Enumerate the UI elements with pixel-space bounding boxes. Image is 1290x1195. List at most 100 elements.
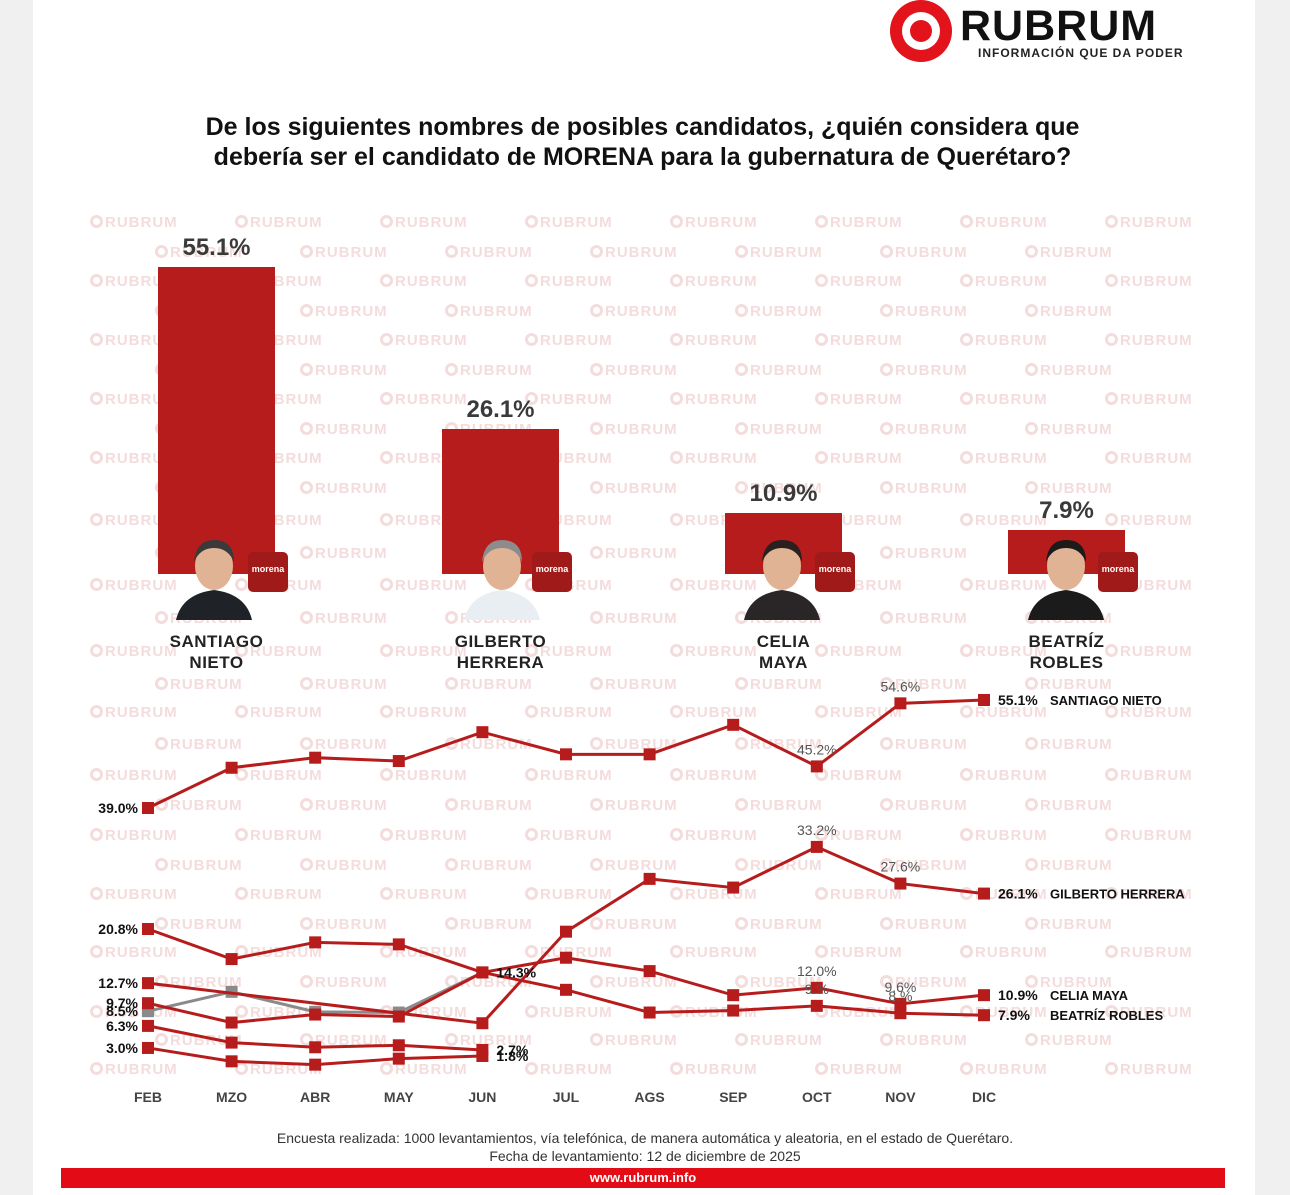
x-tick-label: MZO — [216, 1089, 247, 1105]
data-label: 2.7% — [496, 1042, 528, 1058]
data-label: 45.2% — [797, 741, 837, 757]
bar-value-label: 26.1% — [466, 395, 535, 423]
data-point — [392, 755, 405, 768]
morena-badge-icon: morena — [248, 552, 288, 592]
data-point — [142, 923, 154, 935]
data-point — [727, 718, 740, 731]
data-point — [894, 697, 907, 710]
data-label: 10.9% — [998, 987, 1038, 1003]
title-line-2: debería ser el candidato de MORENA para … — [213, 143, 1072, 171]
brand-tagline: INFORMACIÓN QUE DA PODER — [978, 46, 1184, 60]
data-point — [978, 694, 990, 706]
x-tick-label: JUN — [468, 1089, 496, 1105]
series-line — [147, 845, 985, 1025]
note-date: Fecha de levantamiento: 12 de diciembre … — [489, 1148, 801, 1164]
data-label: 14.3% — [496, 964, 536, 980]
data-label: 1.8% — [496, 1048, 528, 1064]
data-point — [643, 1006, 656, 1019]
data-point — [476, 1043, 489, 1056]
data-point — [309, 936, 322, 949]
data-label: 8.% — [888, 988, 912, 1004]
data-point — [643, 872, 656, 885]
candidate-name: SANTIAGO NIETO — [169, 632, 264, 672]
x-tick-label: SEP — [719, 1089, 747, 1105]
brand-logo: RUBRUM INFORMACIÓN QUE DA PODER — [890, 0, 1220, 70]
data-point — [978, 1009, 990, 1022]
chart-title: De los siguientes nombres de posibles ca… — [60, 112, 1225, 172]
morena-badge-icon: morena — [532, 552, 572, 592]
data-point — [643, 748, 656, 761]
bar-value-label: 7.9% — [1039, 496, 1094, 524]
data-label: 9.6% — [884, 979, 916, 995]
data-point — [309, 751, 322, 764]
data-point — [810, 760, 823, 773]
candidate-name: GILBERTO HERRERA — [454, 632, 547, 672]
bar-value-label: 55.1% — [182, 234, 251, 261]
data-label: 26.1% — [998, 886, 1038, 902]
data-point — [225, 1036, 238, 1049]
data-point — [810, 981, 823, 994]
data-point — [142, 802, 154, 814]
x-tick-label: AGS — [634, 1089, 664, 1105]
data-point — [560, 983, 572, 996]
data-label: 9.% — [805, 981, 829, 997]
data-point — [894, 877, 907, 890]
x-tick-label: FEB — [134, 1089, 162, 1105]
data-point — [810, 840, 823, 853]
data-point — [309, 1058, 322, 1071]
candidate-photo — [456, 528, 548, 620]
candidate-name: BEATRÍZ ROBLES — [1028, 632, 1105, 672]
data-label: 8.5% — [106, 1003, 138, 1019]
data-point — [142, 977, 154, 990]
data-point — [476, 1017, 489, 1030]
data-point — [225, 761, 238, 774]
series-end-label: SANTIAGO NIETO — [1050, 693, 1162, 708]
data-point — [142, 1041, 154, 1054]
data-point — [225, 953, 238, 966]
data-label: 27.6% — [881, 859, 921, 875]
survey-note: Encuesta realizada: 1000 levantamientos,… — [0, 1129, 1290, 1165]
title-line-1: De los siguientes nombres de posibles ca… — [205, 113, 1080, 141]
data-point — [392, 1039, 405, 1052]
data-point — [810, 999, 823, 1012]
brand-name: RUBRUM — [960, 2, 1158, 50]
data-point — [309, 1008, 322, 1021]
series-end-label: CELIA MAYA — [1050, 988, 1129, 1003]
data-point — [978, 989, 990, 1002]
data-label: 3.0% — [106, 1040, 138, 1056]
series-end-label: BEATRÍZ ROBLES — [1050, 1008, 1163, 1023]
data-point — [392, 1052, 405, 1065]
candidate-photo — [736, 528, 828, 620]
bar-1 — [158, 267, 275, 574]
morena-badge-icon: morena — [815, 552, 855, 592]
x-tick-label: JUL — [553, 1089, 580, 1105]
data-label: 6.3% — [106, 1018, 138, 1034]
x-tick-label: MAY — [384, 1089, 414, 1105]
data-point — [476, 726, 489, 739]
bar-value-label: 10.9% — [749, 480, 818, 508]
footer-url[interactable]: www.rubrum.info — [61, 1168, 1225, 1188]
data-point — [727, 989, 740, 1002]
data-label: 20.8% — [98, 921, 138, 937]
data-label: 9.7% — [106, 995, 138, 1011]
data-point — [978, 887, 990, 900]
candidate-name: CELIA MAYA — [756, 632, 811, 672]
data-label: 12.7% — [98, 975, 138, 991]
data-point — [727, 881, 740, 894]
note-method: Encuesta realizada: 1000 levantamientos,… — [276, 1130, 1014, 1146]
data-label: 12.0% — [797, 963, 837, 979]
data-label: 39.0% — [98, 800, 138, 816]
candidate-photo — [168, 528, 260, 620]
series-end-label: GILBERTO HERRERA — [1050, 887, 1185, 902]
data-point — [142, 1019, 154, 1032]
data-point — [142, 997, 154, 1010]
x-tick-label: ABR — [300, 1089, 330, 1105]
data-point — [309, 1041, 322, 1054]
data-point — [560, 748, 572, 761]
data-label: 55.1% — [998, 692, 1038, 708]
data-point — [392, 938, 405, 951]
data-point — [643, 965, 656, 978]
x-tick-label: OCT — [802, 1089, 832, 1105]
data-point — [476, 966, 489, 979]
